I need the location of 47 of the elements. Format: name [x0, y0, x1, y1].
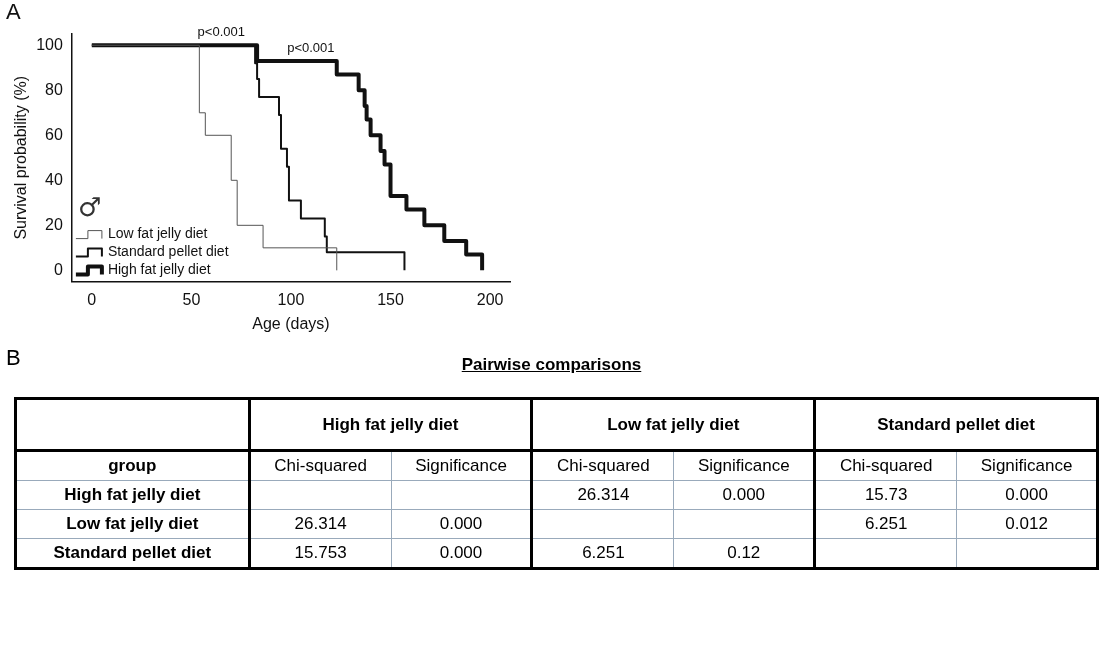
text: A [6, 0, 21, 25]
text: 0.000 [956, 480, 1098, 510]
y-tick-label: 40 [45, 170, 63, 188]
y-axis-title: Survival probability (%) [12, 76, 30, 240]
text: Pairwise comparisons [461, 355, 642, 374]
y-tick-label: 100 [36, 35, 63, 53]
text: Significance [391, 450, 532, 481]
y-tick-label: 0 [53, 260, 63, 278]
text: Significance [673, 450, 815, 481]
legend-label: High fat jelly diet [107, 261, 211, 278]
text: 6.251 [531, 538, 674, 569]
text: 0.000 [391, 538, 532, 569]
text: Significance [956, 450, 1098, 481]
text: group [15, 450, 250, 481]
legend-label: Standard pellet diet [107, 243, 229, 260]
x-axis-title: Age (days) [252, 314, 330, 332]
y-tick-label: 20 [45, 215, 63, 233]
text: Low fat jelly diet [15, 509, 250, 539]
text: 26.314 [249, 509, 392, 539]
text: Standard pellet diet [15, 538, 250, 569]
x-tick-label: 150 [377, 290, 404, 308]
text: 0.12 [673, 538, 815, 569]
text: 0.000 [391, 509, 532, 539]
text: 0.012 [956, 509, 1098, 539]
text: 15.753 [249, 538, 392, 569]
text: 6.251 [814, 509, 957, 539]
legend-title: ♂ [77, 192, 102, 223]
y-tick-label: 80 [45, 80, 63, 98]
text: 26.314 [531, 480, 674, 510]
legend-label: Low fat jelly diet [107, 225, 208, 242]
text: High fat jelly diet [249, 398, 532, 451]
text: Low fat jelly diet [531, 398, 815, 451]
text: Chi-squared [249, 450, 392, 481]
x-tick-label: 100 [277, 290, 305, 308]
text: High fat jelly diet [15, 480, 250, 510]
text: Standard pellet diet [814, 398, 1098, 451]
text: Chi-squared [531, 450, 674, 481]
text: Chi-squared [814, 450, 957, 481]
x-tick-label: 0 [87, 290, 97, 308]
y-tick-label: 60 [45, 125, 63, 143]
text: B [6, 345, 21, 371]
text: 0.000 [673, 480, 815, 510]
annotation: p<0.001 [287, 40, 335, 56]
annotation: p<0.001 [197, 24, 245, 40]
x-tick-label: 200 [476, 290, 504, 308]
text: 15.73 [814, 480, 957, 510]
x-tick-label: 50 [182, 290, 201, 308]
